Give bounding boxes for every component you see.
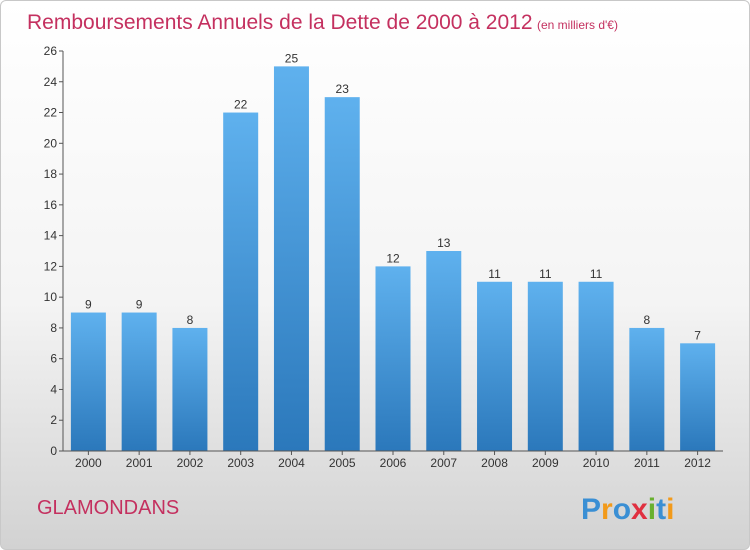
y-tick-label: 20 bbox=[44, 136, 58, 150]
data-label: 11 bbox=[488, 267, 501, 281]
logo-letter: i bbox=[666, 493, 674, 526]
x-tick-label: 2006 bbox=[380, 456, 407, 470]
data-label: 23 bbox=[336, 82, 350, 96]
bar-2009 bbox=[527, 281, 563, 451]
data-label: 11 bbox=[539, 267, 552, 281]
x-tick-label: 2011 bbox=[634, 456, 660, 470]
data-label: 9 bbox=[136, 298, 143, 312]
proxiti-logo: Proxiti bbox=[581, 493, 674, 526]
data-label: 22 bbox=[234, 98, 248, 112]
data-label: 8 bbox=[187, 313, 194, 327]
y-tick-label: 2 bbox=[50, 413, 57, 427]
y-tick-label: 16 bbox=[44, 198, 58, 212]
y-tick-label: 4 bbox=[50, 382, 57, 396]
bar-2003 bbox=[223, 112, 259, 452]
bar-2004 bbox=[273, 66, 309, 451]
data-label: 9 bbox=[85, 298, 92, 312]
bar-2001 bbox=[121, 312, 157, 451]
x-tick-label: 2000 bbox=[75, 456, 102, 470]
bar-2002 bbox=[172, 327, 208, 451]
bar-2007 bbox=[426, 251, 462, 451]
x-tick-label: 2007 bbox=[430, 456, 457, 470]
data-label: 12 bbox=[386, 251, 400, 265]
x-tick-label: 2004 bbox=[278, 456, 305, 470]
x-tick-label: 2008 bbox=[481, 456, 508, 470]
bar-2005 bbox=[324, 97, 360, 452]
y-tick-label: 12 bbox=[44, 259, 58, 273]
y-tick-label: 6 bbox=[50, 352, 57, 366]
logo-letter: P bbox=[581, 493, 601, 526]
y-tick-label: 14 bbox=[44, 229, 58, 243]
logo-letter: x bbox=[631, 493, 648, 526]
bar-2010 bbox=[578, 281, 614, 451]
y-tick-label: 10 bbox=[44, 290, 58, 304]
y-tick-label: 0 bbox=[50, 444, 57, 458]
logo-letter: i bbox=[648, 493, 656, 526]
x-axis: 2000 2001 2002 2003 2004 2005 2006 2007 2008 2009… bbox=[63, 450, 723, 470]
chart-subtitle: (en milliers d'€) bbox=[537, 18, 618, 32]
bar-2008 bbox=[477, 281, 513, 451]
data-label: 25 bbox=[285, 51, 299, 65]
logo-letter: o bbox=[613, 493, 631, 526]
x-tick-label: 2003 bbox=[227, 456, 254, 470]
bars-group: 9 9 8 22 25 23 12 13 11 11 11 8 7 bbox=[70, 51, 716, 452]
x-tick-label: 2001 bbox=[126, 456, 153, 470]
y-tick-label: 8 bbox=[50, 321, 57, 335]
bar-2000 bbox=[70, 312, 106, 451]
x-tick-label: 2012 bbox=[684, 456, 711, 470]
y-tick-label: 22 bbox=[44, 106, 58, 120]
chart-title: Remboursements Annuels de la Dette de 20… bbox=[27, 11, 533, 34]
x-tick-label: 2005 bbox=[329, 456, 356, 470]
x-tick-label: 2010 bbox=[583, 456, 610, 470]
x-tick-label: 2002 bbox=[177, 456, 204, 470]
y-tick-label: 24 bbox=[44, 75, 58, 89]
data-label: 7 bbox=[694, 328, 701, 342]
place-name: GLAMONDANS bbox=[37, 497, 179, 519]
bar-2012 bbox=[680, 343, 716, 451]
data-label: 8 bbox=[644, 313, 651, 327]
y-tick-label: 26 bbox=[44, 44, 58, 58]
y-tick-label: 18 bbox=[44, 167, 58, 181]
bar-2011 bbox=[629, 327, 665, 451]
data-label: 11 bbox=[590, 267, 603, 281]
logo-letter: r bbox=[601, 493, 613, 526]
bar-2006 bbox=[375, 266, 411, 451]
logo-letter: t bbox=[656, 493, 666, 526]
data-label: 13 bbox=[437, 236, 451, 250]
x-tick-label: 2009 bbox=[532, 456, 559, 470]
